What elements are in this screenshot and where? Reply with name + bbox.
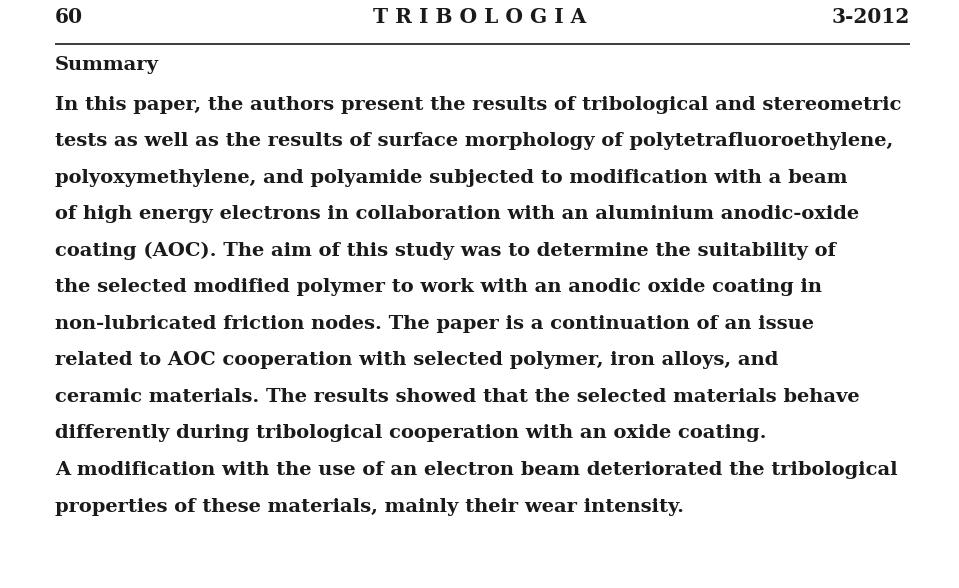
Text: related to AOC cooperation with selected polymer, iron alloys, and: related to AOC cooperation with selected… [55, 352, 779, 369]
Text: of high energy electrons in collaboration with an aluminium anodic-oxide: of high energy electrons in collaboratio… [55, 205, 859, 223]
Text: ceramic materials. The results showed that the selected materials behave: ceramic materials. The results showed th… [55, 388, 859, 406]
Text: T R I B O L O G I A: T R I B O L O G I A [373, 7, 586, 27]
Text: properties of these materials, mainly their wear intensity.: properties of these materials, mainly th… [55, 497, 684, 516]
Text: 3-2012: 3-2012 [831, 7, 910, 27]
Text: In this paper, the authors present the results of tribological and stereometric: In this paper, the authors present the r… [55, 96, 901, 114]
Text: coating (AOC). The aim of this study was to determine the suitability of: coating (AOC). The aim of this study was… [55, 242, 836, 260]
Text: non-lubricated friction nodes. The paper is a continuation of an issue: non-lubricated friction nodes. The paper… [55, 315, 814, 333]
Text: 60: 60 [55, 7, 83, 27]
Text: A modification with the use of an electron beam deteriorated the tribological: A modification with the use of an electr… [55, 461, 898, 479]
Text: the selected modified polymer to work with an anodic oxide coating in: the selected modified polymer to work wi… [55, 279, 822, 296]
Text: polyoxymethylene, and polyamide subjected to modification with a beam: polyoxymethylene, and polyamide subjecte… [55, 169, 848, 187]
Text: differently during tribological cooperation with an oxide coating.: differently during tribological cooperat… [55, 425, 766, 443]
Text: Summary: Summary [55, 56, 159, 74]
Text: tests as well as the results of surface morphology of polytetrafluoroethylene,: tests as well as the results of surface … [55, 132, 893, 151]
